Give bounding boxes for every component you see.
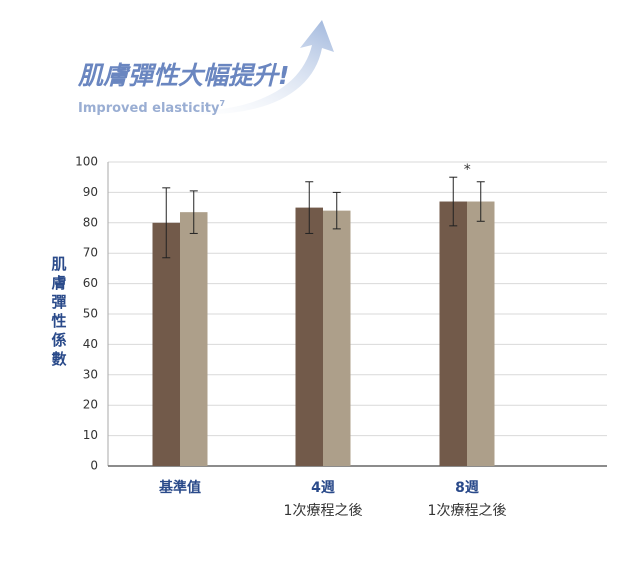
y-tick-label: 30: [83, 367, 98, 381]
y-tick-label: 60: [83, 276, 98, 290]
x-tick-label: 8週: [455, 480, 479, 496]
y-tick-label: 90: [83, 185, 98, 199]
y-tick-label: 70: [83, 246, 98, 260]
arrow-decoration: [150, 20, 334, 115]
y-tick-label: 100: [75, 155, 98, 169]
y-tick-label: 20: [83, 398, 98, 412]
bar: [323, 210, 351, 466]
y-tick-label: 80: [83, 215, 98, 229]
x-tick-label: 1次療程之後: [284, 502, 363, 519]
chart-subtitle: Improved elasticity7: [78, 99, 225, 116]
y-tick-label: 50: [83, 307, 98, 321]
bar: [467, 201, 495, 466]
subtitle-text: Improved elasticity: [78, 101, 220, 116]
y-tick-label: 0: [90, 459, 98, 473]
chart-title: 肌膚彈性大幅提升!: [77, 61, 289, 90]
y-tick-label: 40: [83, 337, 98, 351]
y-tick-label: 10: [83, 428, 98, 442]
x-tick-label: 1次療程之後: [428, 502, 507, 519]
bar: [439, 201, 467, 466]
x-tick-label: 基準值: [159, 479, 201, 496]
annotation: *: [464, 162, 471, 178]
x-tick-label: 4週: [311, 480, 335, 496]
bar: [180, 212, 208, 466]
subtitle-ref: 7: [219, 99, 225, 108]
y-axis-label: 肌膚彈性係數: [50, 256, 68, 370]
bar: [152, 222, 180, 466]
bar: [295, 207, 323, 466]
